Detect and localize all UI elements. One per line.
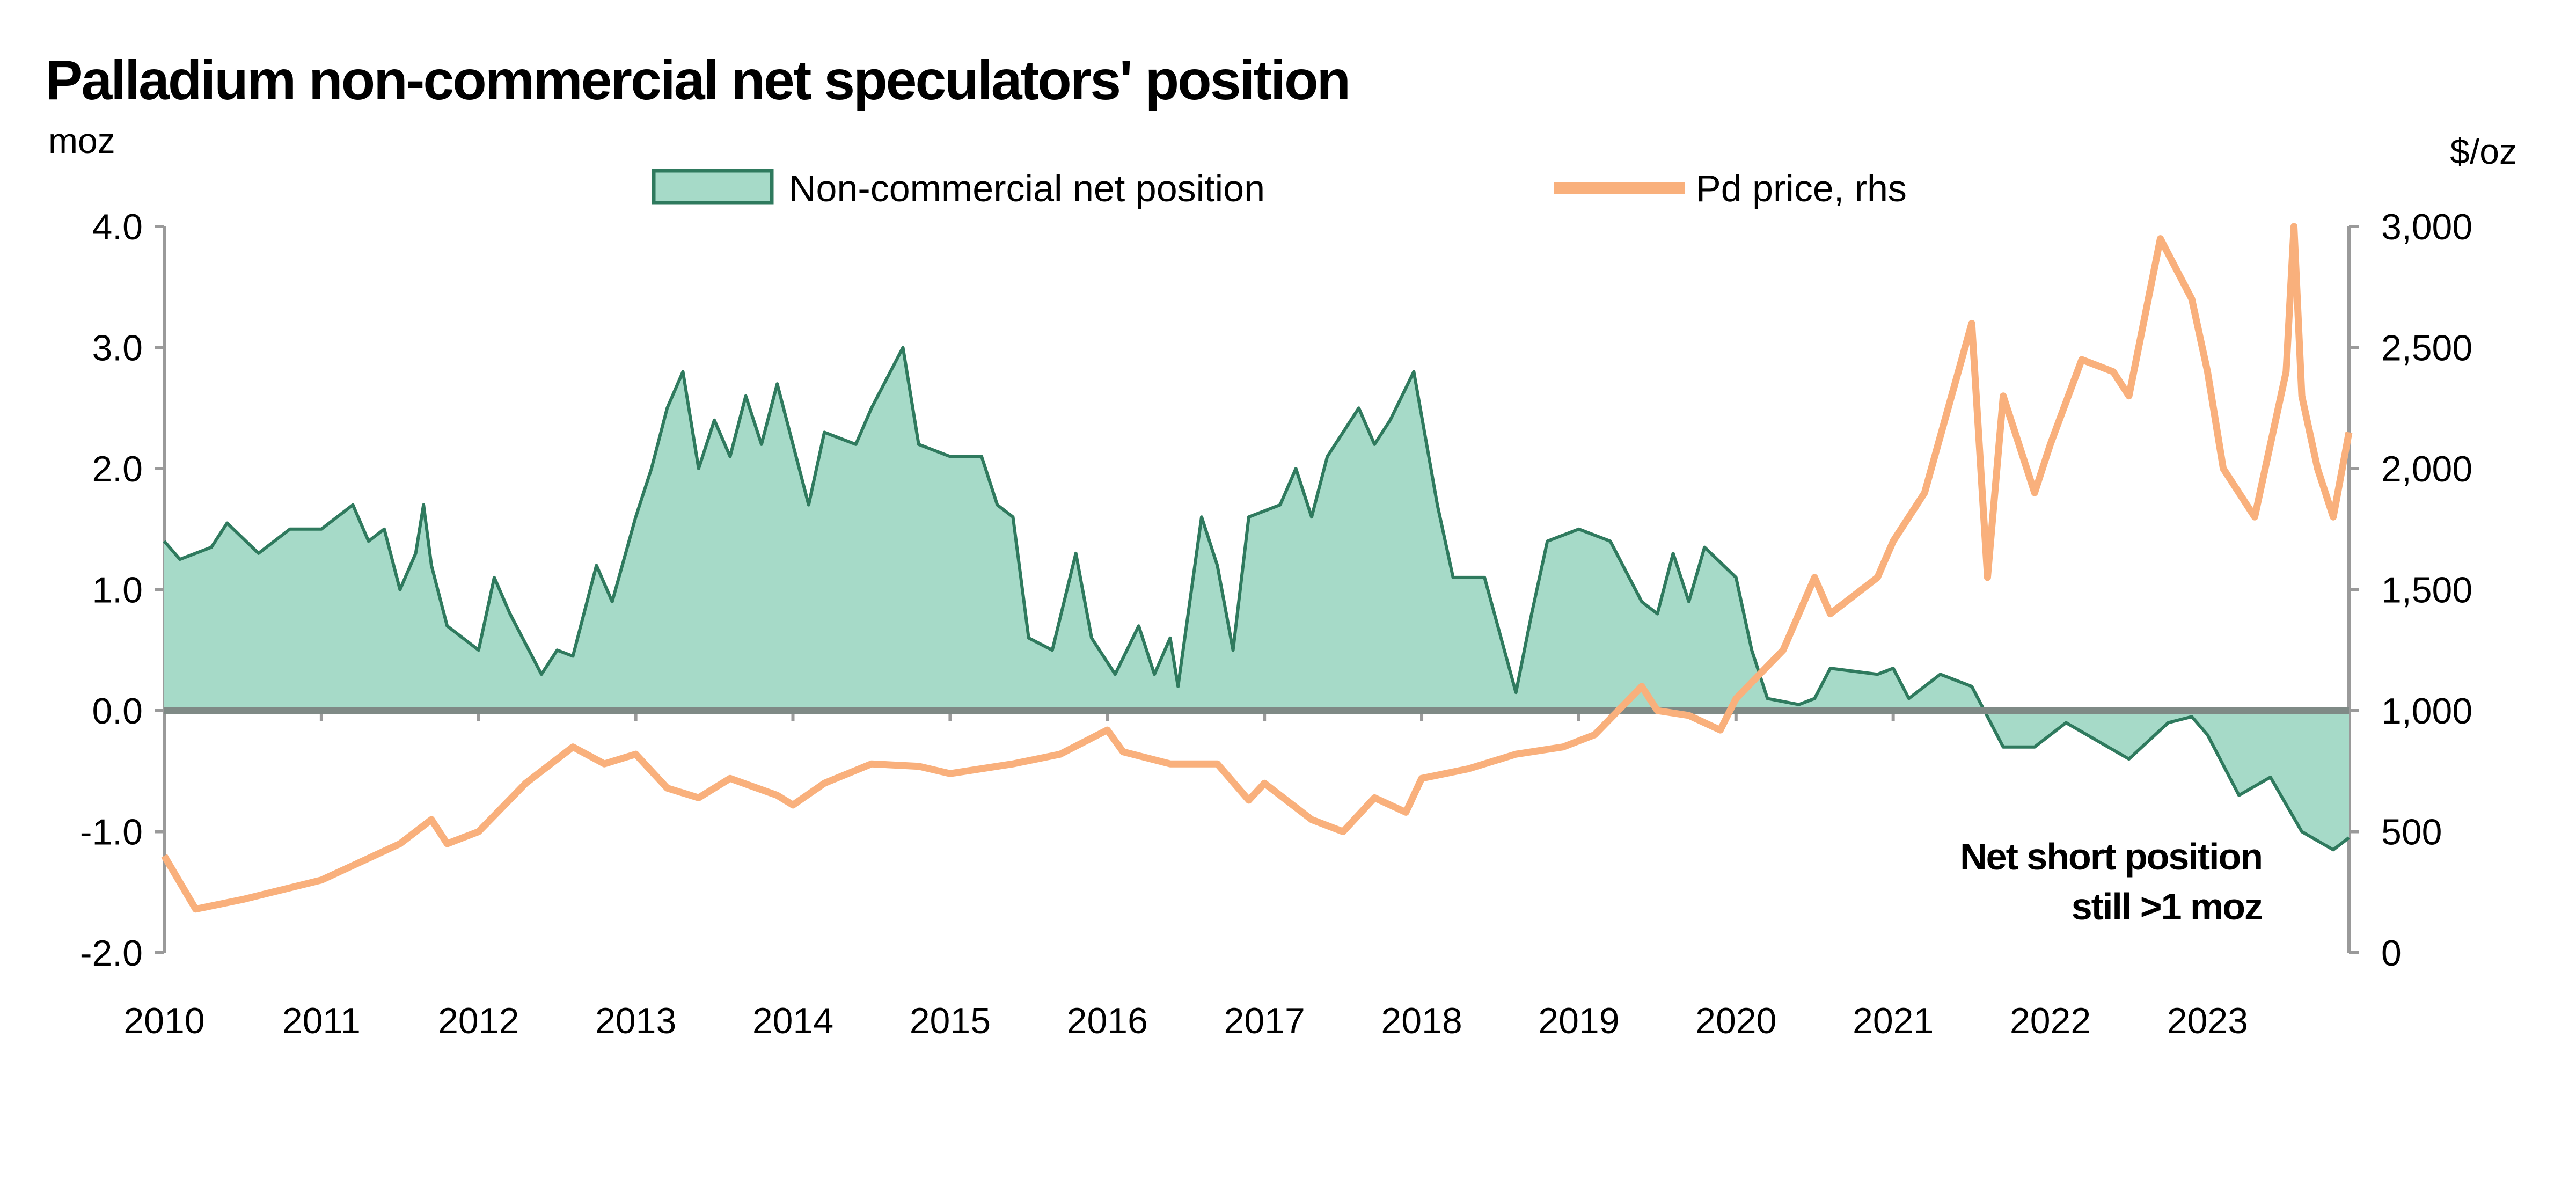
right-axis-unit: $/oz [2450,131,2517,171]
net-position-line [163,346,2350,852]
x-tick-label: 2023 [2167,1000,2248,1041]
left-tick-label: 4.0 [92,207,143,247]
right-tick-label: 1,500 [2381,570,2472,611]
annotation-line-2: still >1 moz [2072,886,2262,927]
x-tick-label: 2019 [1538,1000,1619,1041]
x-tick-label: 2018 [1381,1000,1462,1041]
right-tick-label: 2,000 [2381,449,2472,489]
legend-label-net-position: Non-commercial net position [789,167,1265,209]
x-tick-label: 2022 [2010,1000,2091,1041]
legend-label-price: Pd price, rhs [1696,167,1907,209]
net-position-area [164,347,2349,850]
pd-price-line [161,223,2353,913]
right-tick-label: 3,000 [2381,207,2472,247]
left-tick-label: 1.0 [92,570,143,611]
right-tick-label: 500 [2381,812,2442,853]
x-tick-label: 2010 [123,1000,204,1041]
x-tick-label: 2011 [282,1000,361,1041]
chart-title: Palladium non-commercial net speculators… [46,49,1349,112]
right-tick-label: 0 [2381,933,2402,974]
legend: Non-commercial net position Pd price, rh… [652,167,1907,209]
left-tick-label: 0.0 [92,691,143,732]
right-tick-label: 1,000 [2381,691,2472,732]
left-tick-label: 2.0 [92,449,143,489]
left-tick-label: -1.0 [80,812,143,853]
x-tick-label: 2015 [910,1000,991,1041]
left-tick-label: -2.0 [80,933,143,974]
x-tick-label: 2021 [1853,1000,1934,1041]
left-axis-unit: moz [48,121,115,160]
annotation: Net short position still >1 moz [1960,836,2263,927]
left-tick-label: 3.0 [92,328,143,369]
legend-swatch-net-position [652,169,774,205]
x-tick-label: 2016 [1067,1000,1148,1041]
plot-area: 4.0 3.0 2.0 1.0 0.0 -1.0 -2.0 3,000 2,500 2,000 1,… [80,207,2472,1041]
x-tick-label: 2013 [595,1000,676,1041]
x-tick-label: 2014 [752,1000,833,1041]
x-tick-label: 2020 [1695,1000,1776,1041]
right-tick-label: 2,500 [2381,328,2472,369]
x-tick-label: 2017 [1224,1000,1305,1041]
annotation-line-1: Net short position [1960,836,2262,878]
x-tick-label: 2012 [438,1000,519,1041]
